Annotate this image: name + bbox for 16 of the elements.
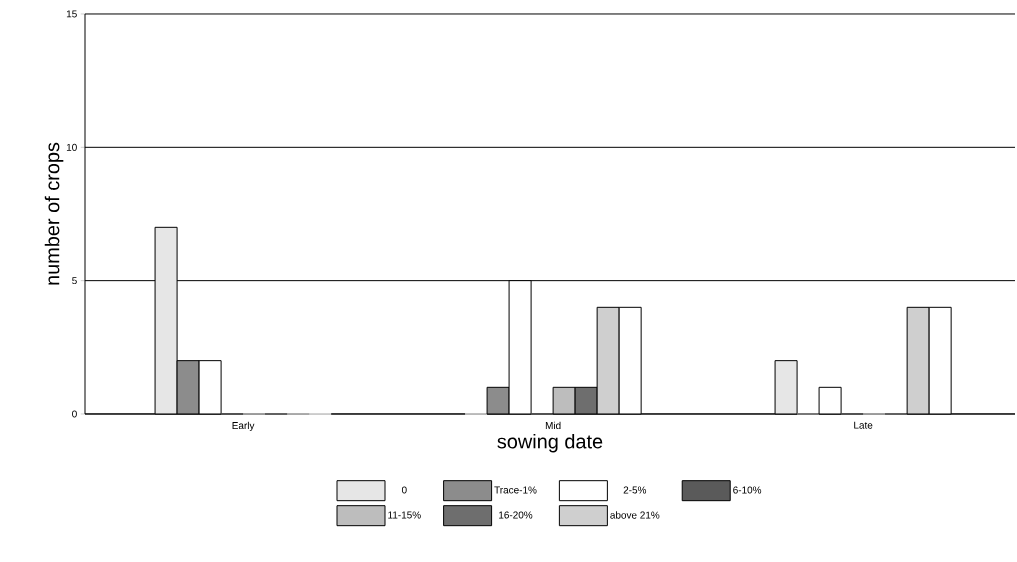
legend-label: above 21% — [610, 511, 660, 519]
y-tick-label: 10 — [66, 143, 77, 151]
x-axis-title: sowing date — [497, 433, 603, 453]
y-tick-label: 15 — [66, 10, 77, 18]
y-axis-title: number of crops — [44, 142, 64, 285]
x-tick-label: Late — [854, 421, 873, 429]
x-tick-label: Early — [232, 421, 255, 432]
legend-label: 11-15% — [388, 511, 421, 519]
legend-label: Trace-1% — [494, 486, 537, 494]
y-tick-label: 0 — [72, 410, 77, 418]
legend-label: 16-20% — [499, 511, 533, 519]
legend-label: 2-5% — [623, 486, 647, 494]
y-tick-label: 5 — [72, 277, 77, 285]
legend-label: 6-10% — [733, 486, 762, 494]
legend-label: 0 — [401, 486, 407, 494]
x-tick-label: Mid — [545, 421, 561, 430]
